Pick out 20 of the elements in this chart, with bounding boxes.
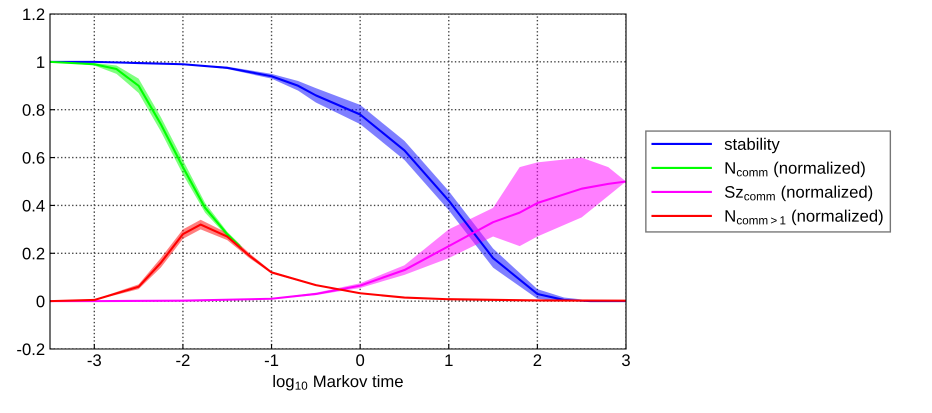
x-tick-label: -1 (264, 354, 278, 366)
x-tick-label: -3 (88, 354, 101, 366)
legend-label: N$_{comm>1}$ (normalized) (726, 210, 883, 226)
legend-label: stability (724, 138, 780, 154)
y-tick-label: -0.2 (17, 343, 44, 356)
legend-label: N$_{comm}$ (normalized) (726, 162, 865, 178)
y-tick-label: 0.8 (22, 104, 44, 116)
y-tick-label: 0.2 (22, 248, 44, 260)
x-tick-label: 3 (622, 354, 630, 366)
y-tick-label: 1 (37, 56, 44, 68)
y-tick-label: 0.4 (22, 200, 45, 212)
x-tick-label: 0 (356, 354, 364, 366)
x-tick-label: -2 (176, 354, 190, 366)
y-tick-label: 0.6 (22, 152, 44, 164)
x-axis-title: log$_{10}$ Markov time (273, 374, 403, 390)
y-tick-label: 0 (36, 296, 44, 308)
y-tick-label: 1.2 (23, 8, 44, 20)
x-tick-label: 1 (445, 354, 453, 366)
x-tick-label: 2 (534, 354, 542, 366)
legend-label: Sz$_{comm}$ (normalized) (724, 186, 872, 202)
